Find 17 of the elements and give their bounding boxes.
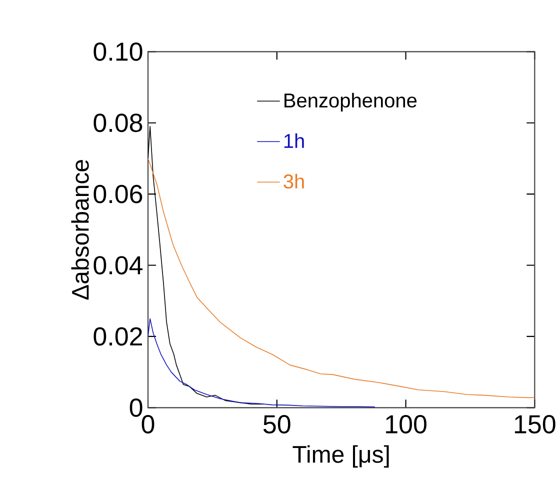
y-tick-label: 0.08	[94, 114, 142, 132]
x-tick-label: 50	[263, 415, 290, 434]
x-axis-title: Time [μs]	[292, 445, 389, 468]
legend-label: Benzophenone	[284, 92, 417, 112]
y-tick-label: 0.06	[94, 184, 142, 204]
y-tick-label: 0.04	[94, 256, 143, 274]
x-tick-label: 150	[514, 415, 556, 434]
legend-label: 3h	[284, 174, 304, 189]
legend-label: 1h	[284, 133, 304, 148]
y-tick-label: 0.10	[94, 42, 142, 61]
y-tick-label: 0	[130, 398, 142, 417]
line-series	[148, 318, 376, 408]
x-tick-label: 0	[142, 415, 154, 434]
y-tick-label: 0.02	[94, 327, 142, 346]
line-series	[148, 158, 535, 398]
x-tick-label: 100	[386, 415, 426, 434]
y-axis-title: Δabsorbance	[71, 160, 89, 300]
